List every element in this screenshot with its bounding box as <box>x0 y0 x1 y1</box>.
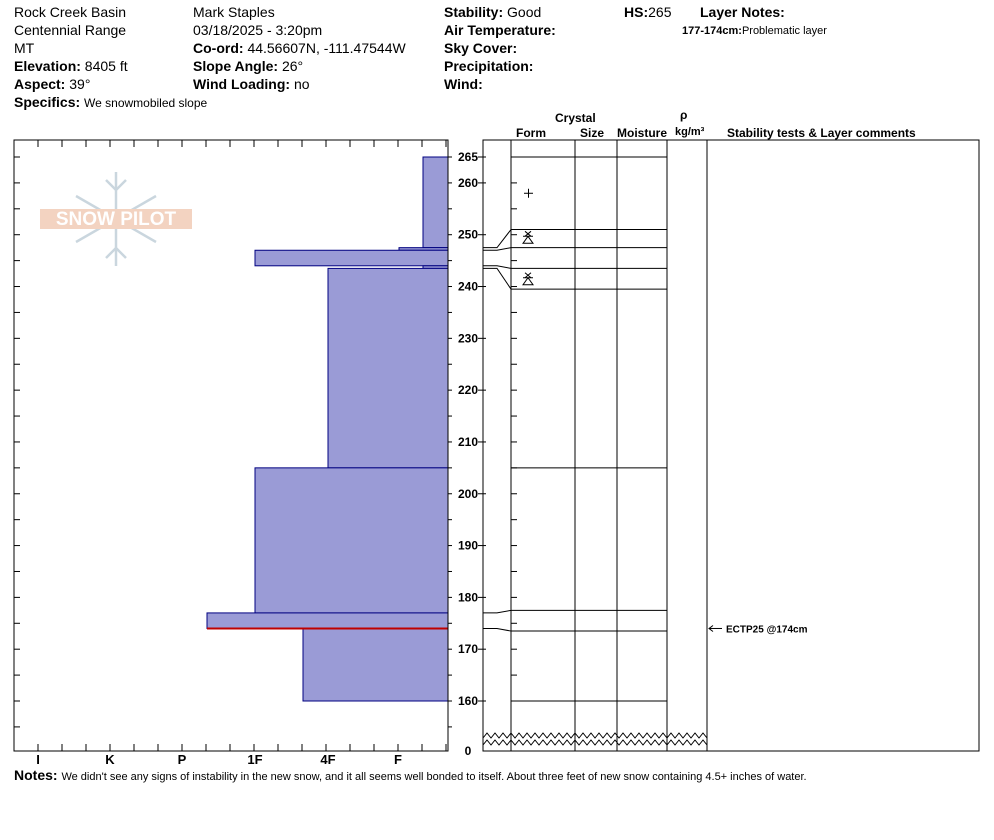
sky-cover-label: Sky Cover: <box>444 40 518 56</box>
depth-label-220: 220 <box>458 383 478 397</box>
state: MT <box>14 40 35 56</box>
depth-axis: 265 260 250 240 230 220 210 200 190 180 170 160 0 <box>448 150 486 758</box>
aspect-value: 39° <box>69 76 91 92</box>
hardness-label-i: I <box>36 752 40 767</box>
hardness-layer-7 <box>302 627 449 702</box>
density-unit-header: kg/m³ <box>675 126 705 138</box>
wind-loading-label: Wind Loading: <box>193 76 291 92</box>
hardness-label-f: F <box>394 752 402 767</box>
stability-test-label-0: ECTP25 @174cm <box>726 624 808 635</box>
specifics-label: Specifics: <box>14 94 81 110</box>
grain-facet-icon-2 <box>522 272 534 286</box>
hs-label: HS: <box>624 4 649 20</box>
axis-break-bottom <box>482 739 708 746</box>
hardness-layer-6 <box>206 612 449 629</box>
depth-label-265: 265 <box>458 150 478 164</box>
aspect-label: Aspect: <box>14 76 66 92</box>
snowpilot-logo: SNOW PILOT <box>40 172 192 266</box>
depth-label-0: 0 <box>465 744 472 758</box>
hardness-layer-5 <box>254 467 449 614</box>
grain-facet-icon-1 <box>522 230 534 244</box>
coordinates: Co-ord: 44.56607N, -111.47544W <box>193 39 406 57</box>
depth-label-260: 260 <box>458 176 478 190</box>
coord-label: Co-ord: <box>193 40 244 56</box>
elevation-value: 8405 ft <box>84 58 128 74</box>
range: Centennial Range <box>14 22 127 38</box>
depth-label-200: 200 <box>458 487 478 501</box>
stability: Stability: Good <box>444 3 541 21</box>
layer-note: 177-174cm:Problematic layer <box>682 22 827 40</box>
notes-label: Notes: <box>14 767 58 783</box>
slope-value: 26° <box>281 58 304 74</box>
notes: Notes: We didn't see any signs of instab… <box>14 766 807 786</box>
notes-text: We didn't see any signs of instability i… <box>61 771 807 783</box>
depth-label-230: 230 <box>458 331 478 345</box>
specifics-value: We snowmobiled slope <box>84 96 208 110</box>
stability-value: Good <box>507 4 542 20</box>
coord-value: 44.56607N, -111.47544W <box>247 40 406 56</box>
air-temp-label: Air Temperature: <box>444 22 556 38</box>
depth-label-180: 180 <box>458 590 478 604</box>
specifics: Specifics: We snowmobiled slope <box>14 93 207 112</box>
hardness-frame <box>13 139 449 752</box>
location: Rock Creek Basin <box>14 4 127 20</box>
depth-label-190: 190 <box>458 539 478 553</box>
rho-header: ρ <box>680 108 688 122</box>
profile-frame <box>482 139 980 752</box>
layer-notes-label: Layer Notes: <box>700 4 785 20</box>
hardness-ticks: I K P 1F 4F F <box>13 140 447 767</box>
logo-text: SNOW PILOT <box>56 209 177 230</box>
stability-tests: ECTP25 @174cm <box>708 624 808 635</box>
grain-symbols <box>522 188 534 286</box>
layer-connector <box>483 609 512 614</box>
depth-label-210: 210 <box>458 435 478 449</box>
test-arrow-head <box>708 625 714 632</box>
form-header: Form <box>516 126 546 140</box>
hardness-label-4f: 4F <box>320 752 335 767</box>
layer-connector <box>483 267 512 290</box>
logo-banner <box>40 209 192 229</box>
depth-label-240: 240 <box>458 280 478 294</box>
hardness-label-k: K <box>105 752 115 767</box>
depth-label-160: 160 <box>458 694 478 708</box>
layer-note-text: Problematic layer <box>741 25 827 37</box>
datetime: 03/18/2025 - 3:20pm <box>193 22 323 38</box>
wind-label: Wind: <box>444 76 483 92</box>
wind-loading-value: no <box>293 76 310 92</box>
layer-connector <box>483 265 512 269</box>
columns-grid <box>482 140 708 751</box>
axis-break-top <box>482 732 708 739</box>
hardness-layer-4 <box>327 267 449 469</box>
layer-note-range: 177-174cm: <box>682 25 742 37</box>
hs-value: 265 <box>648 4 672 20</box>
stability-label: Stability: <box>444 4 504 20</box>
layer-connector <box>483 229 512 249</box>
slope-angle: Slope Angle: 26° <box>193 57 303 75</box>
depth-label-250: 250 <box>458 228 478 242</box>
elevation: Elevation: 8405 ft <box>14 57 128 75</box>
crystal-header: Crystal <box>555 111 596 125</box>
hardness-layer-0 <box>422 156 449 249</box>
aspect: Aspect: 39° <box>14 75 90 93</box>
wind-loading: Wind Loading: no <box>193 75 310 93</box>
slope-label: Slope Angle: <box>193 58 279 74</box>
size-header: Size <box>580 126 605 140</box>
moisture-header: Moisture <box>617 126 668 140</box>
hardness-label-1f: 1F <box>247 752 262 767</box>
elevation-label: Elevation: <box>14 58 81 74</box>
hardness-layer-2 <box>254 249 449 267</box>
depth-label-170: 170 <box>458 642 478 656</box>
observer: Mark Staples <box>193 4 275 20</box>
stability-comments-header: Stability tests & Layer comments <box>727 126 916 140</box>
hardness-layers <box>206 156 449 702</box>
layer-connector <box>483 247 512 251</box>
hardness-label-p: P <box>178 752 187 767</box>
precip-label: Precipitation: <box>444 58 534 74</box>
layer-connector <box>483 627 512 632</box>
hs: HS:265 <box>624 3 671 21</box>
